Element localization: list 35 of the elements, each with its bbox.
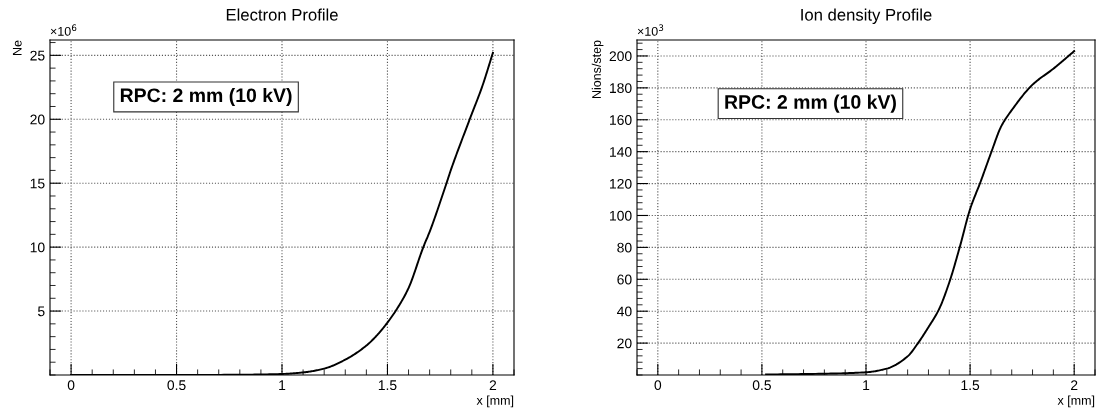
x-axis-title: x [mm] xyxy=(1057,395,1095,408)
y-tick-label: 20 xyxy=(30,114,45,125)
y-tick-label: 140 xyxy=(610,147,632,157)
chart-title: Ion density Profile xyxy=(801,8,932,25)
y-axis-title: Nions/step xyxy=(591,40,604,99)
y-tick-label: 160 xyxy=(610,115,632,125)
x-tick-label: 1.5 xyxy=(378,380,397,391)
y-tick-label: 80 xyxy=(617,242,632,253)
x-axis-title: x [mm] xyxy=(476,395,514,408)
x-tick-label: 1 xyxy=(863,380,870,390)
y-tick-label: 60 xyxy=(617,274,632,285)
y-tick-label: 180 xyxy=(610,83,632,94)
text: ×10$^{3}$ xyxy=(637,24,664,36)
y-tick-label: 200 xyxy=(609,51,632,62)
x-tick-label: 2 xyxy=(489,380,497,390)
y-tick-label: 100 xyxy=(610,210,632,221)
y-axis-title: Ne xyxy=(12,40,22,55)
y-tick-label: 15 xyxy=(30,178,45,189)
x-tick-label: 0.5 xyxy=(752,380,771,391)
x-tick-label: 1.5 xyxy=(961,380,980,391)
y-tick-label: 20 xyxy=(617,338,632,349)
x-tick-label: 1 xyxy=(279,380,286,390)
x-tick-label: 0.5 xyxy=(167,380,186,391)
y-tick-label: 10 xyxy=(30,242,45,253)
x-tick-label: 0 xyxy=(67,380,75,391)
text: ×10$^{6}$ xyxy=(50,24,77,36)
chart-title: Electron Profile xyxy=(226,8,338,21)
annotation: RPC: 2 mm (10 kV) xyxy=(725,94,896,113)
y-tick-label: 5 xyxy=(37,306,45,317)
y-tick-label: 40 xyxy=(617,306,632,317)
y-tick-label: 120 xyxy=(610,178,632,189)
x-tick-label: 0 xyxy=(654,380,662,391)
annotation: RPC: 2 mm (10 kV) xyxy=(120,87,292,107)
y-tick-label: 25 xyxy=(30,50,45,61)
x-tick-label: 2 xyxy=(1071,380,1078,390)
